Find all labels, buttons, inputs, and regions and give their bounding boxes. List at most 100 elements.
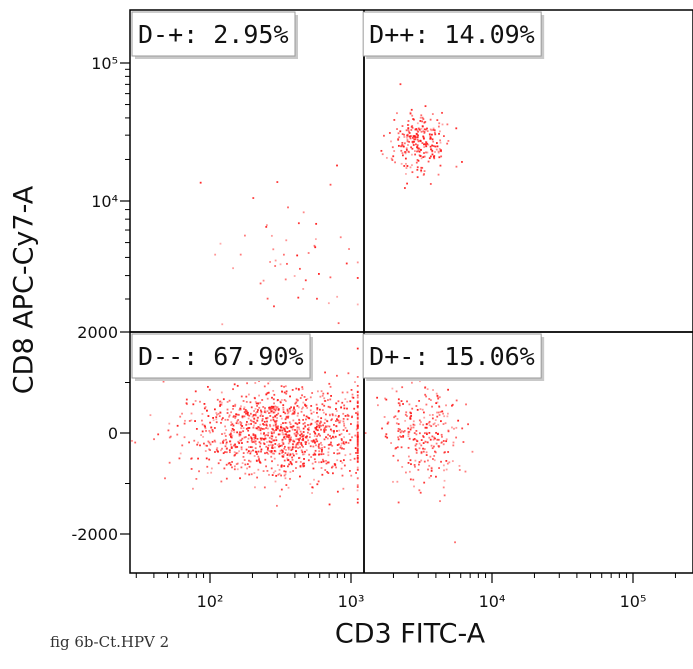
- event-dot: [247, 417, 250, 420]
- event-dot: [263, 411, 266, 413]
- event-dot: [401, 386, 404, 389]
- event-dot: [273, 439, 275, 442]
- event-dot: [312, 439, 315, 442]
- event-dot: [286, 408, 289, 411]
- event-dot: [314, 238, 317, 241]
- event-dot: [329, 398, 332, 401]
- event-dot: [276, 427, 279, 430]
- event-dot: [212, 417, 215, 419]
- event-dot: [228, 449, 231, 452]
- event-dot: [266, 448, 269, 451]
- event-dot: [433, 445, 435, 448]
- event-dot: [423, 416, 426, 419]
- event-dot: [437, 446, 440, 448]
- event-dot: [465, 403, 467, 406]
- event-dot: [326, 425, 329, 427]
- event-dot: [240, 427, 243, 430]
- event-dot: [282, 253, 285, 256]
- event-dot: [356, 445, 359, 448]
- event-dot: [295, 435, 298, 438]
- event-dot: [355, 412, 357, 414]
- event-dot: [308, 436, 311, 439]
- event-dot: [203, 403, 206, 405]
- event-dot: [406, 415, 408, 417]
- event-dot: [259, 423, 262, 426]
- event-dot: [407, 462, 410, 464]
- event-dot: [251, 441, 254, 444]
- event-dot: [323, 397, 326, 400]
- event-dot: [278, 443, 281, 445]
- event-dot: [257, 426, 260, 428]
- event-dot: [224, 451, 226, 453]
- event-dot: [282, 443, 285, 445]
- event-dot: [425, 128, 427, 131]
- event-dot: [395, 422, 398, 425]
- event-dot: [410, 415, 413, 417]
- event-dot: [420, 130, 423, 133]
- event-dot: [355, 472, 357, 474]
- event-dot: [423, 128, 426, 131]
- event-dot: [356, 489, 359, 492]
- event-dot: [287, 436, 290, 439]
- event-dot: [334, 435, 337, 438]
- event-dot: [423, 137, 425, 140]
- event-dot: [317, 480, 320, 483]
- event-dot: [131, 439, 133, 442]
- event-dot: [419, 140, 422, 143]
- event-dot: [354, 447, 357, 449]
- event-dot: [271, 428, 274, 430]
- event-dot: [356, 439, 359, 442]
- event-dot: [323, 422, 326, 425]
- event-dot: [238, 439, 241, 442]
- event-dot: [405, 149, 408, 151]
- event-dot: [327, 472, 330, 474]
- event-dot: [239, 421, 242, 423]
- event-dot: [426, 388, 429, 391]
- event-dot: [292, 454, 295, 457]
- event-dot: [447, 140, 450, 142]
- event-dot: [279, 415, 282, 417]
- event-dot: [284, 473, 287, 476]
- event-dot: [342, 487, 345, 490]
- event-dot: [355, 452, 357, 454]
- event-dot: [284, 430, 287, 432]
- event-dot: [281, 455, 284, 458]
- event-dot: [441, 435, 443, 438]
- event-dot: [315, 423, 318, 425]
- event-dot: [241, 425, 244, 427]
- event-dot: [427, 422, 430, 424]
- event-dot: [275, 474, 278, 477]
- event-dot: [265, 434, 268, 436]
- event-dot: [384, 397, 386, 400]
- event-dot: [262, 406, 265, 408]
- event-dot: [432, 129, 435, 131]
- event-dot: [422, 174, 425, 176]
- event-dot: [436, 415, 439, 418]
- event-dot: [421, 116, 424, 119]
- event-dot: [435, 392, 438, 395]
- event-dot: [335, 408, 337, 410]
- event-dot: [440, 149, 442, 152]
- event-dot: [229, 440, 231, 443]
- event-dot: [283, 436, 285, 439]
- event-dot: [262, 433, 265, 436]
- event-dot: [149, 414, 152, 417]
- event-dot: [247, 437, 250, 440]
- event-dot: [437, 423, 440, 426]
- event-dot: [296, 442, 299, 444]
- event-dot: [424, 440, 427, 443]
- event-dot: [257, 402, 260, 405]
- event-dot: [252, 426, 255, 429]
- event-dot: [208, 448, 211, 451]
- event-dot: [438, 445, 441, 448]
- event-dot: [431, 435, 434, 438]
- y-tick-label: 10⁴: [91, 192, 118, 211]
- event-dot: [256, 416, 259, 419]
- event-dot: [416, 159, 419, 161]
- event-dot: [219, 442, 222, 445]
- event-dot: [339, 460, 342, 462]
- event-dot: [320, 453, 323, 456]
- event-dot: [255, 427, 258, 430]
- event-dot: [273, 452, 276, 455]
- event-dot: [296, 428, 299, 431]
